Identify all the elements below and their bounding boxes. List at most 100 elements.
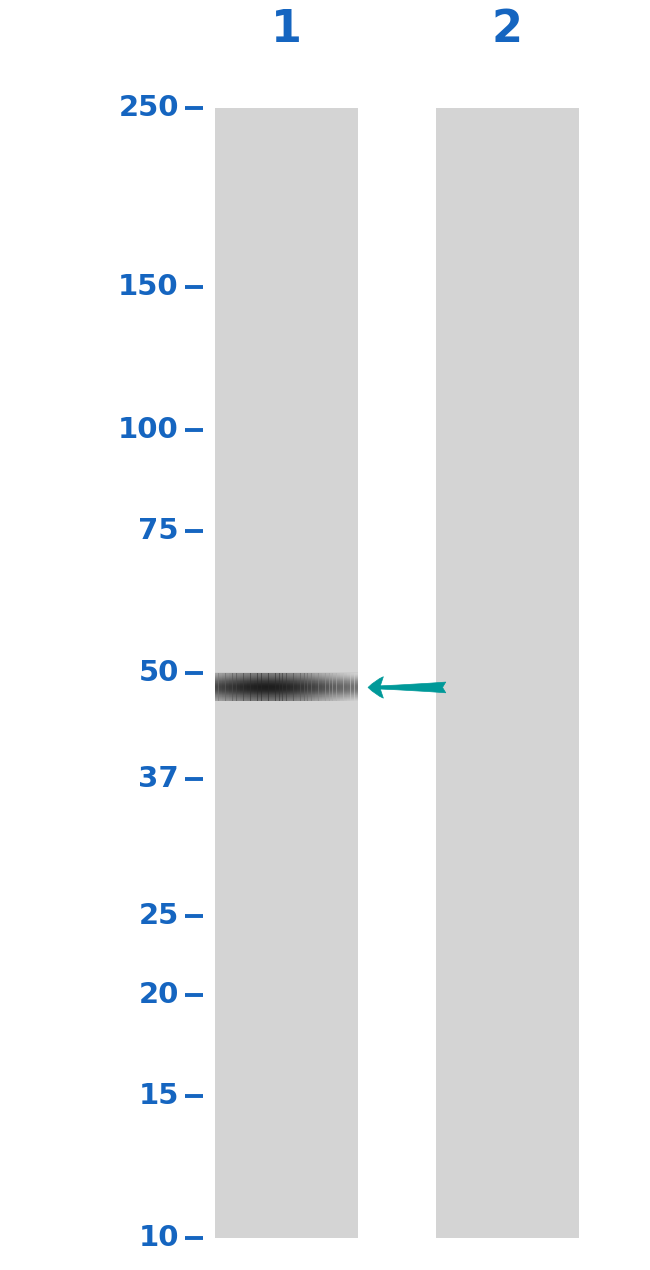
Bar xyxy=(214,697,358,698)
Bar xyxy=(300,673,304,701)
Bar xyxy=(247,673,251,701)
Bar xyxy=(343,673,347,701)
Bar xyxy=(254,673,258,701)
Bar xyxy=(336,673,341,701)
Bar xyxy=(214,682,358,683)
Bar xyxy=(222,673,226,701)
Bar xyxy=(214,672,358,674)
Bar xyxy=(214,691,358,693)
Text: 250: 250 xyxy=(118,94,179,122)
Bar xyxy=(226,673,229,701)
Bar xyxy=(214,673,358,676)
Bar xyxy=(214,695,358,696)
Bar xyxy=(214,696,358,697)
Bar xyxy=(347,673,351,701)
Bar xyxy=(214,673,358,674)
Bar xyxy=(214,695,358,696)
Bar xyxy=(214,676,358,678)
Bar xyxy=(261,673,265,701)
Bar xyxy=(214,690,358,691)
Bar xyxy=(218,673,222,701)
Bar xyxy=(214,696,358,697)
Bar xyxy=(276,673,279,701)
Bar xyxy=(214,677,358,678)
Bar xyxy=(272,673,276,701)
Bar xyxy=(214,683,358,685)
Bar xyxy=(214,677,358,678)
Bar xyxy=(214,681,358,682)
Bar xyxy=(214,677,358,678)
Bar xyxy=(214,679,358,681)
Bar xyxy=(214,683,358,685)
Bar xyxy=(214,673,358,674)
Bar xyxy=(214,678,358,679)
Bar xyxy=(214,692,358,695)
Bar xyxy=(214,696,358,698)
Bar xyxy=(326,673,330,701)
Bar xyxy=(214,697,358,700)
Bar xyxy=(322,673,326,701)
Text: 100: 100 xyxy=(118,415,179,443)
Bar xyxy=(286,673,290,701)
Bar xyxy=(214,686,358,688)
Bar xyxy=(257,673,262,701)
Bar xyxy=(214,697,358,698)
Bar xyxy=(265,673,269,701)
Bar xyxy=(250,673,255,701)
Bar xyxy=(214,674,358,677)
Bar xyxy=(214,688,358,690)
Bar xyxy=(296,673,301,701)
Bar xyxy=(214,691,358,692)
Bar xyxy=(214,691,358,692)
Bar xyxy=(290,673,294,701)
Bar xyxy=(214,679,358,681)
Bar xyxy=(214,683,358,685)
Bar xyxy=(214,688,358,690)
Text: 2: 2 xyxy=(491,8,523,51)
Bar xyxy=(214,695,358,697)
Bar xyxy=(214,687,358,688)
Bar xyxy=(214,685,358,686)
Bar xyxy=(214,673,218,701)
Text: 20: 20 xyxy=(138,980,179,1008)
Bar xyxy=(214,686,358,687)
Text: 25: 25 xyxy=(138,903,179,931)
Bar xyxy=(214,681,358,682)
Bar xyxy=(214,678,358,679)
Bar xyxy=(214,686,358,687)
Bar xyxy=(214,690,358,692)
Bar xyxy=(315,673,318,701)
Bar xyxy=(214,687,358,688)
Bar xyxy=(214,681,358,682)
Bar xyxy=(214,688,358,691)
Bar xyxy=(214,685,358,686)
Bar xyxy=(214,683,358,686)
Bar xyxy=(311,673,315,701)
Text: 150: 150 xyxy=(118,273,179,301)
Text: 10: 10 xyxy=(138,1224,179,1252)
Bar xyxy=(239,673,244,701)
Bar xyxy=(214,693,358,695)
Bar xyxy=(214,674,358,676)
Bar xyxy=(214,674,358,676)
Bar xyxy=(214,700,358,701)
Bar xyxy=(214,698,358,701)
Bar xyxy=(214,678,358,681)
Bar xyxy=(214,677,358,679)
Bar xyxy=(214,679,358,681)
Bar xyxy=(236,673,240,701)
Bar xyxy=(214,693,358,696)
Bar xyxy=(214,674,358,676)
Bar xyxy=(214,697,358,698)
Bar xyxy=(214,698,358,700)
Bar xyxy=(214,688,358,690)
Bar xyxy=(279,673,283,701)
Bar xyxy=(214,700,358,701)
Bar xyxy=(307,673,312,701)
Bar xyxy=(282,673,287,701)
Bar xyxy=(304,673,308,701)
Bar xyxy=(214,695,358,696)
Bar xyxy=(214,691,358,692)
Bar xyxy=(214,685,358,687)
Bar xyxy=(214,690,358,691)
